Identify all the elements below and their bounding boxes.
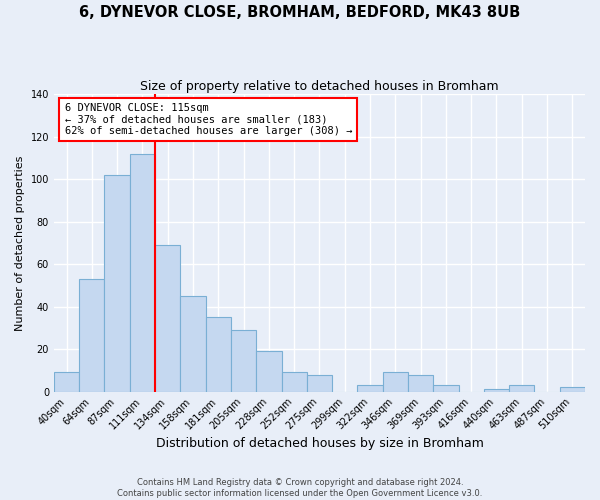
Bar: [358, 385, 383, 392]
Bar: [307, 374, 332, 392]
Bar: [560, 388, 585, 392]
Bar: [383, 372, 408, 392]
Bar: [231, 330, 256, 392]
Bar: [54, 372, 79, 392]
Bar: [181, 296, 206, 392]
Bar: [256, 351, 281, 392]
Y-axis label: Number of detached properties: Number of detached properties: [15, 155, 25, 330]
Bar: [155, 245, 181, 392]
Bar: [206, 317, 231, 392]
Bar: [433, 385, 458, 392]
X-axis label: Distribution of detached houses by size in Bromham: Distribution of detached houses by size …: [155, 437, 484, 450]
Bar: [281, 372, 307, 392]
Bar: [484, 390, 509, 392]
Title: Size of property relative to detached houses in Bromham: Size of property relative to detached ho…: [140, 80, 499, 93]
Bar: [509, 385, 535, 392]
Bar: [130, 154, 155, 392]
Bar: [104, 175, 130, 392]
Text: Contains HM Land Registry data © Crown copyright and database right 2024.
Contai: Contains HM Land Registry data © Crown c…: [118, 478, 482, 498]
Text: 6 DYNEVOR CLOSE: 115sqm
← 37% of detached houses are smaller (183)
62% of semi-d: 6 DYNEVOR CLOSE: 115sqm ← 37% of detache…: [65, 103, 352, 136]
Bar: [408, 374, 433, 392]
Bar: [79, 279, 104, 392]
Text: 6, DYNEVOR CLOSE, BROMHAM, BEDFORD, MK43 8UB: 6, DYNEVOR CLOSE, BROMHAM, BEDFORD, MK43…: [79, 5, 521, 20]
